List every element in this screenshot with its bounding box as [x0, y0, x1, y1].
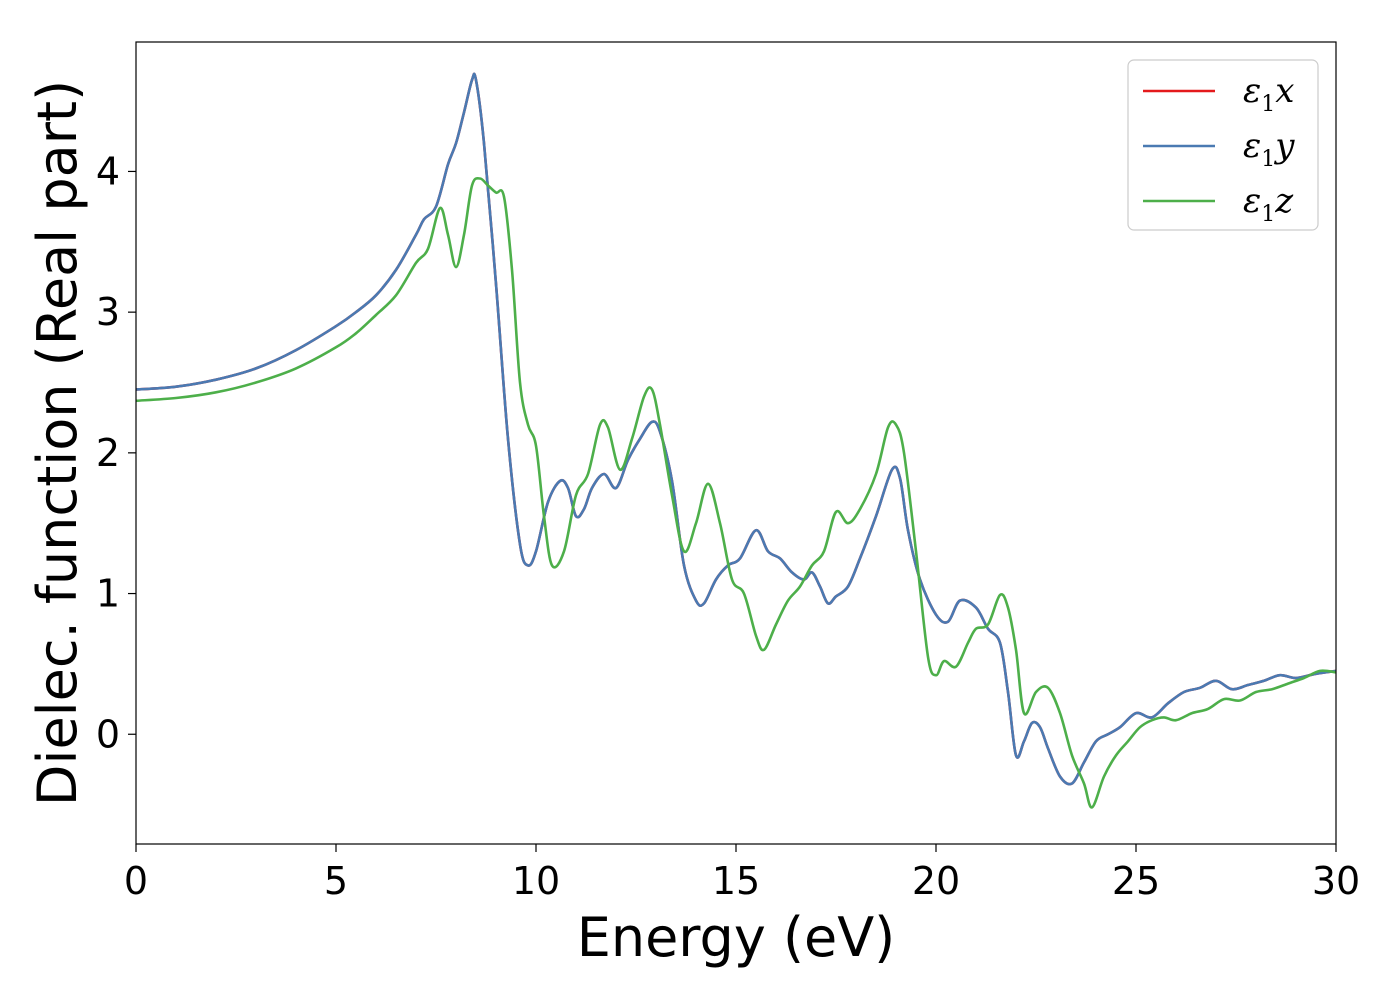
x-tick-label: 25 [1112, 859, 1160, 903]
x-tick-label: 30 [1312, 859, 1360, 903]
x-tick-label: 5 [324, 859, 348, 903]
y-tick-label: 4 [96, 149, 120, 193]
x-tick-label: 10 [512, 859, 560, 903]
y-tick-label: 3 [96, 290, 120, 334]
legend-label-x: ε1x [1243, 71, 1294, 117]
x-tick-label: 20 [912, 859, 960, 903]
y-tick-label: 0 [96, 712, 120, 756]
y-axis-label: Dielec. function (Real part) [26, 80, 89, 806]
series-line-z [136, 176, 1336, 809]
x-axis-label: Energy (eV) [577, 906, 896, 969]
legend-label-z: ε1z [1243, 181, 1294, 227]
x-axis: 0 5 10 15 20 25 30 [124, 844, 1360, 903]
y-axis: 0 1 2 3 4 [96, 149, 136, 756]
y-tick-label: 2 [96, 431, 120, 475]
x-tick-label: 0 [124, 859, 148, 903]
legend-label-y: ε1y [1243, 126, 1295, 172]
series-layer [136, 72, 1336, 809]
x-tick-label: 15 [712, 859, 760, 903]
series-line-y [136, 72, 1336, 786]
legend: ε1x ε1y ε1z [1127, 59, 1319, 231]
legend-box [1127, 59, 1319, 231]
y-tick-label: 1 [96, 572, 120, 616]
